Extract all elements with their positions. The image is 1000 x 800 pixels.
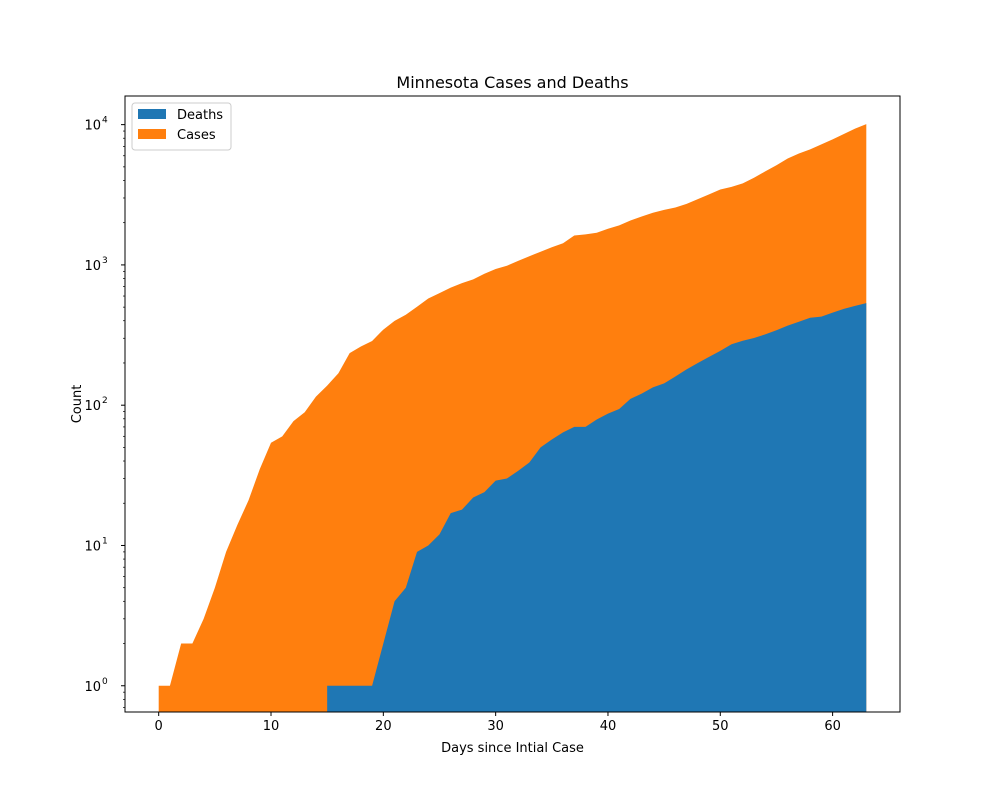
y-tick-label: 10 xyxy=(84,259,101,274)
area-deaths xyxy=(327,303,867,712)
legend-swatch-deaths xyxy=(138,109,166,119)
legend-label-deaths: Deaths xyxy=(177,108,223,123)
y-tick-exponent: 3 xyxy=(102,256,108,266)
x-tick-label: 30 xyxy=(487,719,504,734)
x-tick-label: 40 xyxy=(600,719,617,734)
y-tick-exponent: 2 xyxy=(102,396,108,406)
area-layer xyxy=(158,124,867,713)
y-tick-exponent: 4 xyxy=(102,116,108,126)
y-tick-exponent: 0 xyxy=(102,677,108,687)
x-axis: 0 10 20 30 40 50 60 xyxy=(155,712,841,734)
y-tick-exponent: 1 xyxy=(102,536,108,546)
y-tick-label: 10 xyxy=(84,119,101,134)
plot-frame xyxy=(124,95,901,713)
x-tick-label: 20 xyxy=(375,719,392,734)
y-axis-label: Count xyxy=(70,385,85,424)
legend: Deaths Cases xyxy=(131,102,232,151)
y-tick-label: 10 xyxy=(84,680,101,695)
y-tick-label: 10 xyxy=(84,539,101,554)
x-tick-label: 60 xyxy=(824,719,841,734)
x-tick-label: 10 xyxy=(263,719,280,734)
chart-title: Minnesota Cases and Deaths xyxy=(396,73,628,92)
x-tick-label: 0 xyxy=(155,719,163,734)
legend-label-cases: Cases xyxy=(177,128,216,143)
x-axis-label: Days since Intial Case xyxy=(441,741,584,756)
x-tick-label: 50 xyxy=(712,719,729,734)
legend-swatch-cases xyxy=(138,129,166,139)
y-tick-label: 10 xyxy=(84,399,101,414)
